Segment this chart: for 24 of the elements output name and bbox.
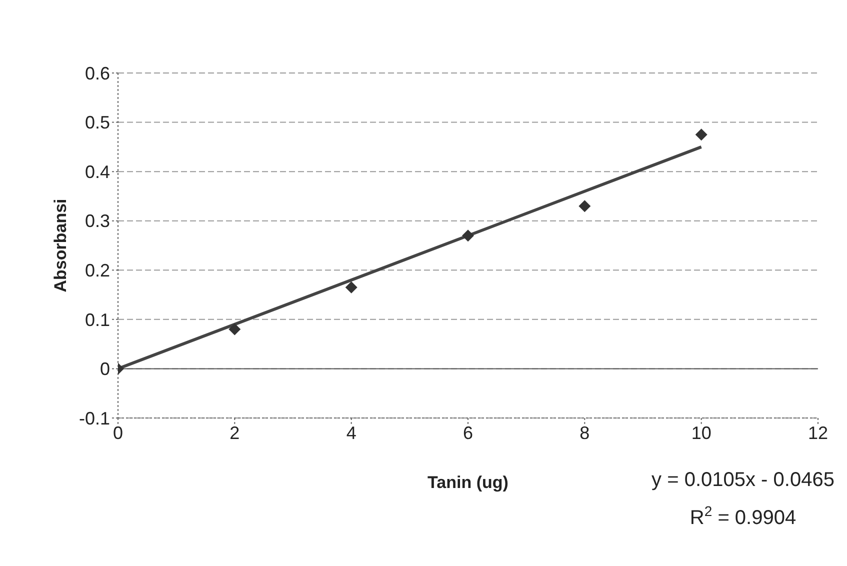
y-tick-label: 0.3 [84,211,110,232]
x-axis-title: Tanin (ug) [428,473,508,492]
x-tick-label: 8 [580,422,590,443]
point [462,230,474,242]
y-tick-label: 0 [100,359,110,380]
y-tick-label: 0.1 [84,310,110,330]
x-tick-label: 4 [346,422,356,443]
point [578,200,591,212]
y-tick-label: 0.2 [84,260,110,281]
x-tick-label: 0 [112,422,124,443]
x-tick-label: 2 [230,422,240,443]
y-tick-label: 0.5 [84,112,110,133]
point [345,281,358,294]
x-tick-label: 12 [808,422,828,443]
point [695,128,708,141]
y-tick-label: -0.1 [78,408,110,428]
text: R$^{2}$ = 0.9904 [690,503,796,529]
x-tick-label: 6 [462,422,474,443]
text: y = 0.0105x - 0.0465 [652,469,834,491]
y-tick-label: 0.4 [84,162,110,182]
y-tick-label: 0.6 [84,63,110,84]
point [228,323,241,336]
x-tick-label: 10 [691,422,712,443]
y-axis-title: Absorbansi [51,198,70,292]
